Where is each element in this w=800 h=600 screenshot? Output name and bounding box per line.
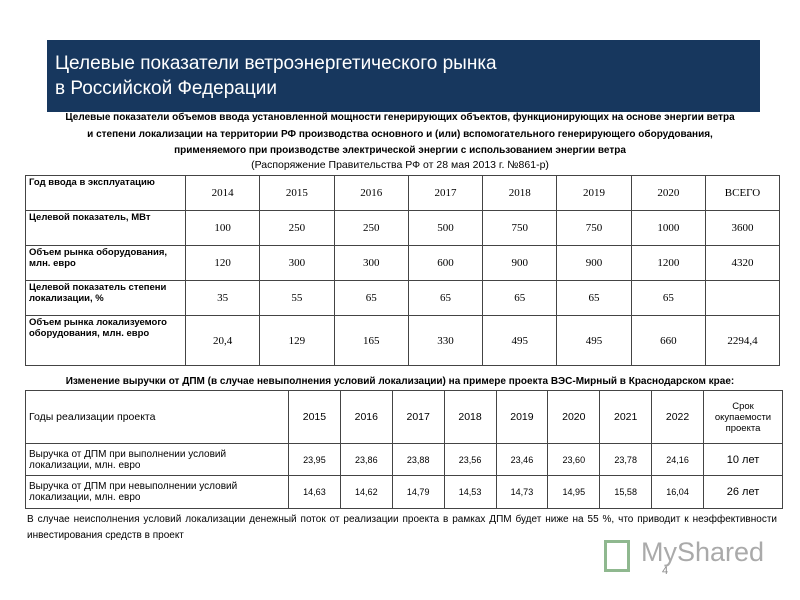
table-cell: 600 (407, 245, 484, 281)
table-cell: 2020 (547, 390, 601, 444)
table-cell: 2015 (259, 175, 335, 211)
table-cell: 129 (259, 315, 335, 366)
table-cell: 2021 (599, 390, 653, 444)
table-row: Выручка от ДПМ при невыполнении условий … (25, 475, 783, 509)
table-cell: 250 (259, 210, 335, 246)
table-cell: Объем рынка локализуемого оборудования, … (25, 315, 186, 366)
title-line: в Российской Федерации (55, 78, 277, 99)
table-cell: 65 (482, 280, 558, 316)
table-cell: 23,86 (339, 443, 393, 476)
table-cell: 23,78 (599, 443, 653, 476)
table-cell: Целевой показатель степени локализации, … (25, 280, 186, 316)
table-cell: 2016 (333, 175, 409, 211)
table-cell: 660 (630, 315, 707, 366)
table-cell: 20,4 (184, 315, 261, 366)
table-cell: 500 (407, 210, 484, 246)
table-cell: Выручка от ДПМ при выполнении условий ло… (25, 443, 289, 476)
table-cell: 2020 (630, 175, 707, 211)
table-cell: 495 (556, 315, 632, 366)
note: В случае неисполнения условий локализаци… (27, 514, 777, 541)
table-cell: ВСЕГО (705, 175, 780, 211)
table-cell: 120 (184, 245, 261, 281)
table-cell: 65 (556, 280, 632, 316)
caption: Изменение выручки от ДПМ (в случае невып… (65, 376, 735, 387)
table-row: Год ввода в эксплуатацию 2014 2015 2016 2017… (25, 175, 780, 211)
table-cell: 65 (333, 280, 409, 316)
table-cell: 55 (259, 280, 335, 316)
table-cell: 23,56 (443, 443, 497, 476)
targets-table: Год ввода в эксплуатацию 2014 2015 2016 2017… (25, 175, 780, 366)
revenue-table: Годы реализации проекта 2015 2016 2017 2018 2… (25, 390, 783, 509)
table-cell: 10 лет (703, 443, 783, 476)
subtitle-line: и степени локализации на территории РФ п… (87, 128, 713, 140)
table-cell: 2015 (288, 390, 341, 444)
source: (Распоряжение Правительства РФ от 28 мая… (251, 159, 549, 171)
table-cell: 26 лет (703, 475, 783, 509)
table-cell: 14,95 (547, 475, 601, 509)
table-row: Выручка от ДПМ при выполнении условий ло… (25, 443, 783, 476)
table-cell: 100 (184, 210, 261, 246)
subtitle: Целевые показатели объемов ввода установ… (0, 110, 800, 160)
table-row: Целевой показатель, МВт 100 250 250 500 750 75… (25, 210, 780, 246)
title-line: Целевые показатели ветроэнергетического … (55, 53, 497, 74)
table-cell: 2018 (443, 390, 497, 444)
table-cell: 16,04 (651, 475, 704, 509)
title-bar: Целевые показатели ветроэнергетического … (47, 40, 760, 112)
table-cell: 2022 (651, 390, 704, 444)
table-cell: 14,79 (391, 475, 445, 509)
table-cell: 2018 (482, 175, 558, 211)
table-cell: 3600 (705, 210, 780, 246)
table-cell: Объем рынка оборудования, млн. евро (25, 245, 186, 281)
watermark-icon (604, 540, 630, 572)
table-cell: 65 (630, 280, 707, 316)
table-cell: 14,73 (495, 475, 549, 509)
table-cell: 23,60 (547, 443, 601, 476)
table-cell: 35 (184, 280, 261, 316)
table-cell: 2019 (556, 175, 632, 211)
table-cell: 165 (333, 315, 409, 366)
table-cell: 14,63 (288, 475, 341, 509)
table-cell: Целевой показатель, МВт (25, 210, 186, 246)
table-cell: 14,53 (443, 475, 497, 509)
table-cell: 14,62 (339, 475, 393, 509)
table-cell: 23,95 (288, 443, 341, 476)
table-row: Объем рынка локализуемого оборудования, … (25, 315, 780, 366)
table-row: Целевой показатель степени локализации, … (25, 280, 780, 316)
table-cell: 2019 (495, 390, 549, 444)
subtitle-line: применяемого при производстве электричес… (174, 145, 626, 156)
table-cell: 250 (333, 210, 409, 246)
table-cell: 23,88 (391, 443, 445, 476)
table-cell: Выручка от ДПМ при невыполнении условий … (25, 475, 289, 509)
table-cell: 300 (259, 245, 335, 281)
table-cell: Срок окупаемости проекта (703, 390, 783, 444)
table-cell: 750 (482, 210, 558, 246)
table-cell: 2017 (391, 390, 445, 444)
table-cell: 1000 (630, 210, 707, 246)
table-cell: Годы реализации проекта (25, 390, 289, 444)
table-cell: 23,46 (495, 443, 549, 476)
table-cell: 300 (333, 245, 409, 281)
table-cell: 900 (556, 245, 632, 281)
table-cell: 1200 (630, 245, 707, 281)
table-cell: 15,58 (599, 475, 653, 509)
table-cell: 65 (407, 280, 484, 316)
table-cell: 900 (482, 245, 558, 281)
table-row: Объем рынка оборудования, млн. евро 120 30… (25, 245, 780, 281)
watermark: MyShared (641, 537, 765, 567)
table-cell: 4320 (705, 245, 780, 281)
table-cell: 2294,4 (705, 315, 780, 366)
table-cell (705, 280, 780, 316)
subtitle-line: Целевые показатели объемов ввода установ… (65, 112, 735, 123)
table-cell: 24,16 (651, 443, 704, 476)
table-cell: 2016 (339, 390, 393, 444)
table-row: Годы реализации проекта 2015 2016 2017 2018 2… (25, 390, 783, 444)
table-cell: 2017 (407, 175, 484, 211)
table-cell: 330 (407, 315, 484, 366)
page-number: 4 (662, 565, 669, 577)
table-cell: 2014 (184, 175, 261, 211)
table-cell: Год ввода в эксплуатацию (25, 175, 186, 211)
table-cell: 750 (556, 210, 632, 246)
table-cell: 495 (482, 315, 558, 366)
